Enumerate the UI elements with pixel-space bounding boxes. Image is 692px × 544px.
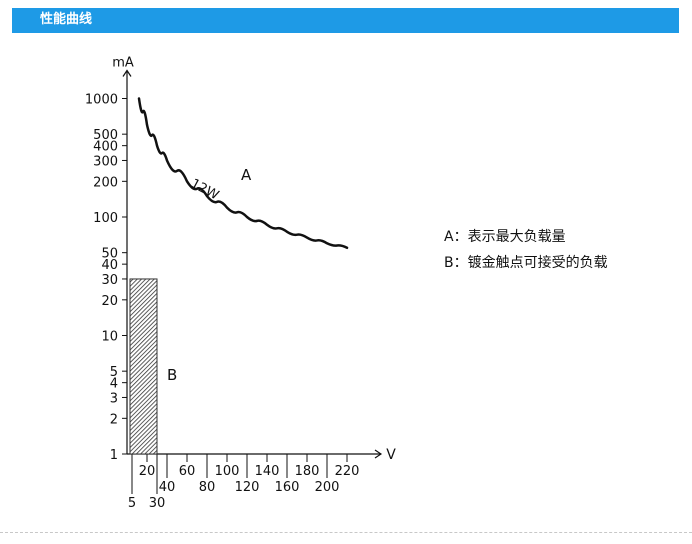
- x-tick-label: 100: [215, 464, 240, 479]
- y-tick-label: 500: [93, 128, 118, 143]
- x-tick-label: 180: [295, 464, 320, 479]
- y-tick-label: 400: [93, 140, 118, 155]
- y-tick-label: 3: [110, 391, 118, 406]
- x-axis-label: V: [386, 447, 396, 463]
- header-bar: 性能曲线: [12, 8, 679, 33]
- y-tick-label: 300: [93, 154, 118, 169]
- y-tick-label: 30: [101, 273, 118, 288]
- y-tick-label: 20: [101, 294, 118, 309]
- curve-a-power-label: 12W: [188, 176, 221, 203]
- y-tick-label: 200: [93, 175, 118, 190]
- y-tick-label: 4: [110, 377, 118, 392]
- x-tick-label: 200: [315, 480, 340, 495]
- x-tick-label: 30: [149, 496, 166, 511]
- y-tick-label: 50: [101, 247, 118, 262]
- curve-a-label: A: [241, 166, 252, 184]
- x-tick-label: 80: [199, 480, 216, 495]
- region-b-label: B: [167, 366, 177, 384]
- y-tick-label: 10: [101, 330, 118, 345]
- x-tick-label: 220: [335, 464, 360, 479]
- x-tick-label: 120: [235, 480, 260, 495]
- y-tick-label: 1000: [85, 93, 118, 108]
- x-tick-label: 140: [255, 464, 280, 479]
- x-tick-label: 60: [179, 464, 196, 479]
- x-tick-label: 20: [139, 464, 156, 479]
- y-tick-label: 1: [110, 448, 118, 463]
- legend-b: B：镀金触点可接受的负载: [444, 255, 608, 271]
- y-tick-label: 2: [110, 412, 118, 427]
- y-axis-arrow: [122, 69, 132, 77]
- x-tick-label: 40: [159, 480, 176, 495]
- y-tick-label: 40: [101, 258, 118, 273]
- x-axis-arrow: [374, 449, 383, 459]
- bottom-divider: [0, 532, 692, 533]
- y-tick-label: 5: [110, 365, 118, 380]
- region-b-hatched-area: [129, 278, 158, 455]
- y-axis-label: mA: [112, 56, 134, 71]
- x-tick-label: 160: [275, 480, 300, 495]
- y-tick-label: 100: [93, 211, 118, 226]
- x-tick-label: 5: [128, 496, 136, 511]
- curve-a-line: [137, 97, 349, 250]
- header-title: 性能曲线: [40, 12, 93, 27]
- legend-a: A：表示最大负载量: [444, 229, 566, 245]
